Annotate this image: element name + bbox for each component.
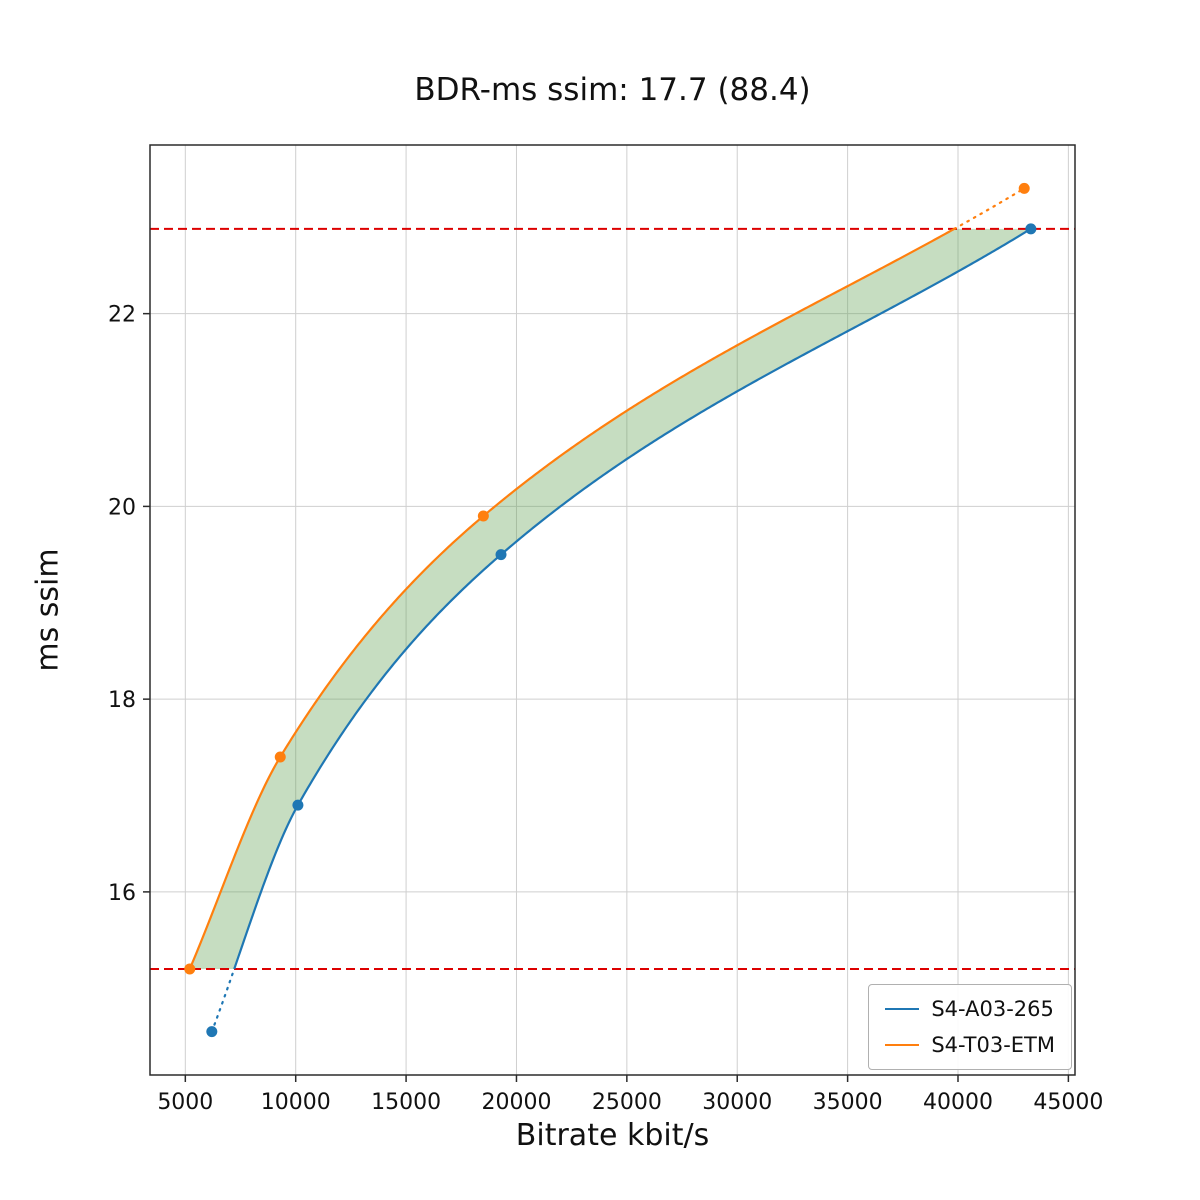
plot-area: [150, 145, 1075, 1075]
series-line-S4-A03-265: [233, 227, 1032, 970]
series-line-S4-T03-ETM: [188, 227, 955, 970]
series-line-dotted-S4-T03-ETM: [953, 187, 1026, 230]
x-tick-label: 30000: [702, 1090, 772, 1115]
x-tick-label: 15000: [371, 1090, 441, 1115]
data-point-marker-S4-A03-265: [495, 549, 507, 561]
legend-item-series-1: S4-T03-ETM: [885, 1033, 1055, 1057]
legend-label: S4-A03-265: [931, 997, 1054, 1021]
data-point-marker-S4-A03-265: [292, 799, 304, 811]
y-tick-label: 16: [108, 881, 136, 906]
legend-label: S4-T03-ETM: [931, 1033, 1055, 1057]
data-point-marker-S4-T03-ETM: [477, 510, 489, 522]
legend: S4-A03-265 S4-T03-ETM: [868, 984, 1072, 1070]
y-tick-label: 22: [108, 303, 136, 328]
x-tick-label: 20000: [481, 1090, 551, 1115]
y-tick-label: 20: [108, 495, 136, 520]
data-point-marker-S4-A03-265: [1025, 223, 1037, 235]
data-point-marker-S4-T03-ETM: [274, 751, 286, 763]
y-axis-label: ms ssim: [30, 548, 66, 672]
legend-line-sample-blue: [885, 1008, 920, 1010]
data-point-marker-S4-T03-ETM: [184, 963, 196, 975]
x-tick-label: 35000: [813, 1090, 883, 1115]
legend-line-sample-orange: [885, 1044, 920, 1046]
x-tick-label: 10000: [261, 1090, 331, 1115]
x-tick-label: 25000: [592, 1090, 662, 1115]
plot-border: [149, 144, 1076, 1076]
x-axis-label: Bitrate kbit/s: [515, 1118, 710, 1153]
data-point-marker-S4-T03-ETM: [1018, 182, 1030, 194]
data-point-marker-S4-A03-265: [206, 1026, 218, 1038]
x-tick-label: 5000: [157, 1090, 213, 1115]
chart-title: BDR-ms ssim: 17.7 (88.4): [414, 72, 811, 108]
legend-item-series-0: S4-A03-265: [885, 997, 1055, 1021]
x-tick-label: 40000: [923, 1090, 993, 1115]
x-tick-label: 45000: [1033, 1090, 1103, 1115]
y-tick-label: 18: [108, 688, 136, 713]
